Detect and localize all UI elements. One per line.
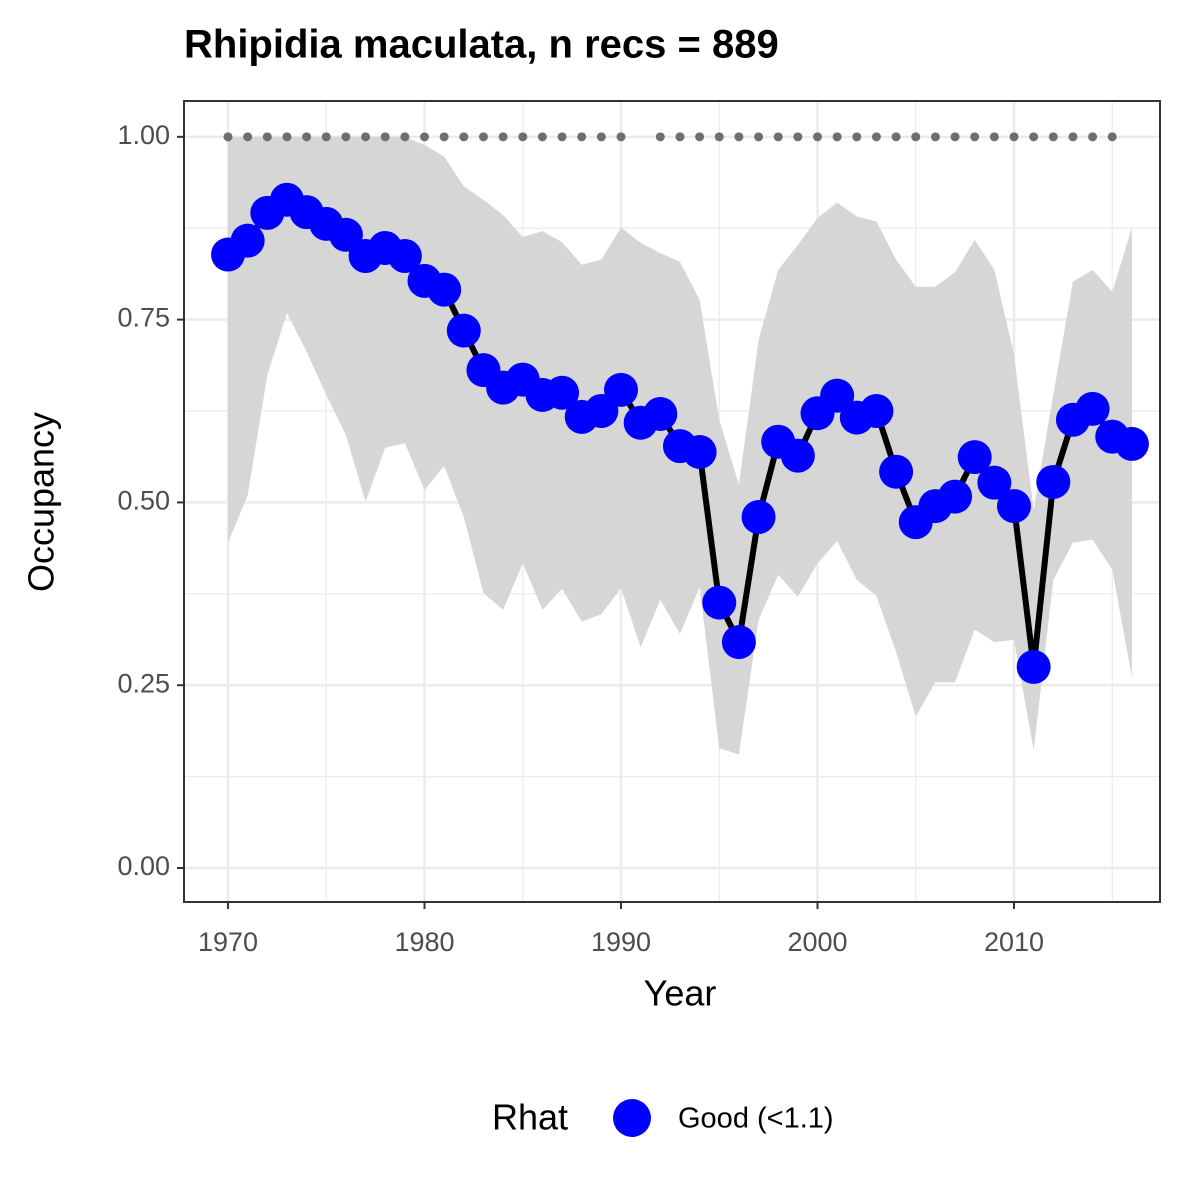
record-dot	[557, 132, 567, 142]
x-tick-label: 1970	[198, 927, 258, 957]
record-dot	[1009, 132, 1019, 142]
record-dot	[321, 132, 331, 142]
record-dot	[891, 132, 901, 142]
x-tick-label: 1980	[394, 927, 454, 957]
record-dot	[773, 132, 783, 142]
record-dot	[518, 132, 528, 142]
occupancy-point	[446, 313, 481, 348]
record-dot	[400, 132, 410, 142]
record-dot	[282, 132, 292, 142]
y-tick-label: 0.00	[117, 851, 170, 881]
occupancy-point	[741, 500, 776, 535]
occupancy-point	[879, 454, 914, 489]
x-tick-label: 1990	[591, 927, 651, 957]
record-dot	[459, 132, 469, 142]
record-dot	[1048, 132, 1058, 142]
record-dot	[675, 132, 685, 142]
record-dot	[930, 132, 940, 142]
occupancy-point	[957, 440, 992, 475]
x-axis-title: Year	[644, 973, 717, 1014]
occupancy-point	[859, 394, 894, 429]
x-tick-label: 2010	[984, 927, 1044, 957]
record-dot	[655, 132, 665, 142]
record-dot	[813, 132, 823, 142]
occupancy-point	[1036, 464, 1071, 499]
record-dot	[1107, 132, 1117, 142]
record-dot	[380, 132, 390, 142]
record-dot	[341, 132, 351, 142]
record-dot	[989, 132, 999, 142]
record-dot	[714, 132, 724, 142]
occupancy-point	[820, 378, 855, 413]
record-dot	[537, 132, 547, 142]
occupancy-point	[682, 434, 717, 469]
record-dot	[950, 132, 960, 142]
record-dot	[832, 132, 842, 142]
record-dot	[695, 132, 705, 142]
y-tick-label: 0.75	[117, 303, 170, 333]
occupancy-point	[387, 239, 422, 274]
occupancy-point	[780, 438, 815, 473]
occupancy-point	[427, 272, 462, 307]
record-dot	[911, 132, 921, 142]
panel-border	[183, 100, 1161, 903]
record-dot	[871, 132, 881, 142]
y-tick-label: 0.50	[117, 486, 170, 516]
occupancy-point	[702, 585, 737, 620]
record-dot	[439, 132, 449, 142]
record-dot	[970, 132, 980, 142]
occupancy-point	[643, 396, 678, 431]
occupancy-point	[721, 625, 756, 660]
y-tick-label: 1.00	[117, 120, 170, 150]
record-dot	[302, 132, 312, 142]
y-axis-title: Occupancy	[21, 412, 62, 592]
y-tick-label: 0.25	[117, 668, 170, 698]
record-dot	[852, 132, 862, 142]
record-dot	[734, 132, 744, 142]
record-dot	[596, 132, 606, 142]
occupancy-point	[977, 465, 1012, 500]
record-dot	[1029, 132, 1039, 142]
occupancy-point	[997, 489, 1032, 524]
x-tick-label: 2000	[787, 927, 847, 957]
record-dot	[420, 132, 430, 142]
occupancy-point	[1075, 391, 1110, 426]
occupancy-point	[1016, 649, 1051, 684]
occupancy-point	[604, 372, 639, 407]
record-dot	[577, 132, 587, 142]
record-dot	[262, 132, 272, 142]
record-dot	[616, 132, 626, 142]
occupancy-point	[230, 223, 265, 258]
occupancy-point	[1114, 426, 1149, 461]
record-dot	[498, 132, 508, 142]
occupancy-point	[938, 479, 973, 514]
record-dot	[243, 132, 253, 142]
record-dot	[361, 132, 371, 142]
record-dot	[793, 132, 803, 142]
occupancy-point	[545, 375, 580, 410]
record-dot	[223, 132, 233, 142]
legend-label: Good (<1.1)	[678, 1103, 834, 1135]
legend-marker	[613, 1099, 651, 1137]
legend-title: Rhat	[492, 1097, 568, 1138]
record-dot	[1068, 132, 1078, 142]
record-dot	[754, 132, 764, 142]
chart-title: Rhipidia maculata, n recs = 889	[184, 23, 779, 67]
record-dot	[478, 132, 488, 142]
record-dot	[1088, 132, 1098, 142]
